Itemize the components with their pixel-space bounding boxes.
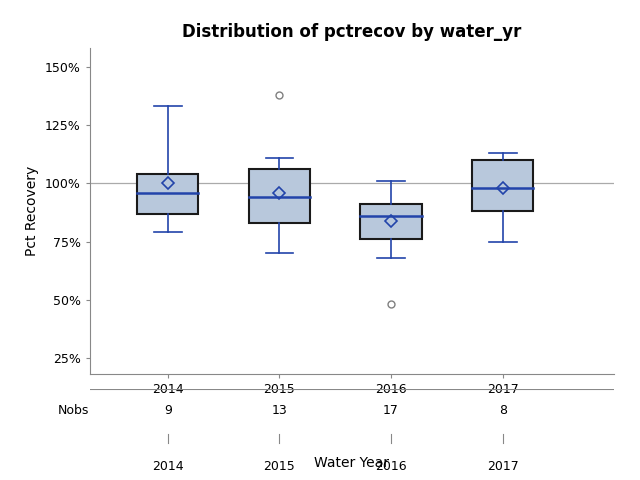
Bar <box>360 204 422 239</box>
Bar <box>249 169 310 223</box>
Text: Water Year: Water Year <box>314 456 390 470</box>
Text: 2015: 2015 <box>264 460 295 473</box>
Text: Nobs: Nobs <box>58 404 90 417</box>
Text: 2017: 2017 <box>487 460 518 473</box>
Text: 9: 9 <box>164 404 172 417</box>
Y-axis label: Pct Recovery: Pct Recovery <box>25 166 39 256</box>
Bar <box>137 174 198 214</box>
Bar <box>472 160 534 211</box>
Text: 2016: 2016 <box>375 460 407 473</box>
Title: Distribution of pctrecov by water_yr: Distribution of pctrecov by water_yr <box>182 23 522 41</box>
Text: 17: 17 <box>383 404 399 417</box>
Text: 8: 8 <box>499 404 507 417</box>
Text: 2014: 2014 <box>152 460 184 473</box>
Text: 13: 13 <box>271 404 287 417</box>
